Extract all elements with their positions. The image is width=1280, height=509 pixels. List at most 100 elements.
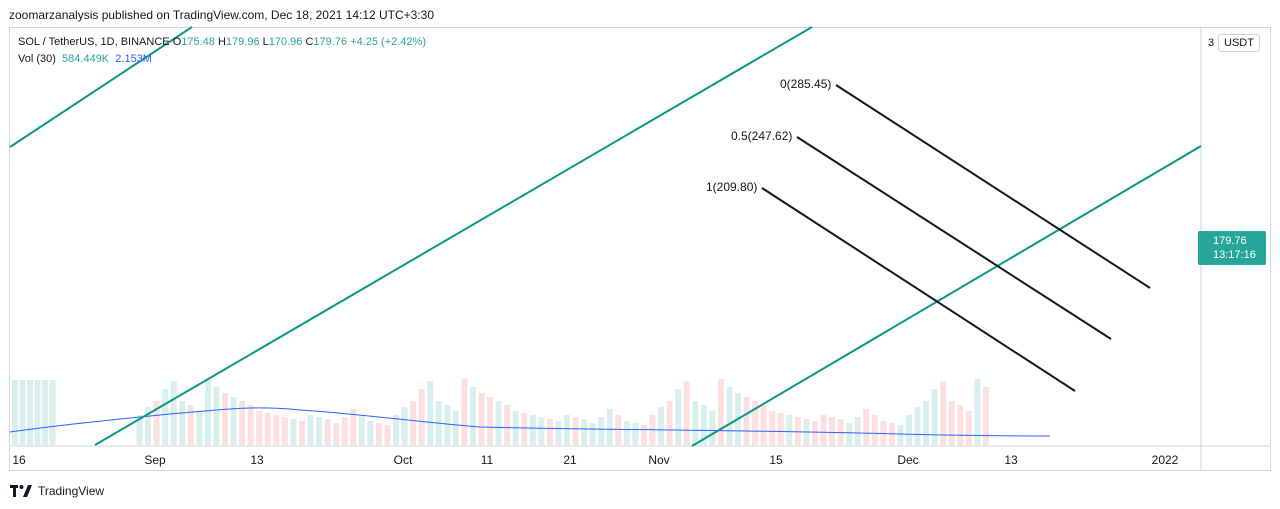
- fib-channel-line[interactable]: [835, 84, 1151, 289]
- volume-bar: [281, 417, 288, 445]
- volume-bar: [487, 397, 494, 445]
- low-value: 170.96: [268, 36, 303, 48]
- volume-bar: [880, 421, 887, 445]
- volume-ma-line: [9, 407, 1051, 437]
- volume-bar: [752, 401, 759, 445]
- volume-bar: [350, 409, 357, 445]
- volume-bar: [572, 417, 579, 445]
- volume-bar: [427, 381, 434, 445]
- volume-bar: [49, 380, 56, 445]
- current-price: 179.76: [1213, 235, 1247, 247]
- volume-bar: [871, 415, 878, 445]
- volume-bar: [598, 417, 605, 445]
- volume-bar: [136, 415, 143, 445]
- tradingview-footer[interactable]: TradingView: [10, 484, 104, 498]
- volume-bar: [743, 397, 750, 445]
- tradingview-logo-icon: [10, 485, 32, 497]
- volume-bar: [179, 401, 186, 445]
- volume-bar: [375, 423, 382, 445]
- current-price-badge: 179.76 13:17:16: [1198, 231, 1266, 265]
- volume-bar: [931, 389, 938, 445]
- volume-bar: [923, 401, 930, 445]
- trend-channel-line[interactable]: [9, 26, 193, 148]
- fib-channel-line[interactable]: [796, 136, 1112, 340]
- time-tick-label: Dec: [897, 453, 918, 467]
- volume-bar: [726, 387, 733, 445]
- fib-level-label: 1(209.80): [706, 180, 757, 194]
- volume-bar: [12, 380, 18, 445]
- trend-channel-line[interactable]: [94, 26, 813, 446]
- volume-bar: [965, 411, 972, 445]
- volume-ma-value: 2.153M: [115, 53, 152, 65]
- volume-bar: [564, 415, 570, 445]
- volume-bar: [153, 401, 160, 445]
- fib-channel-line[interactable]: [761, 187, 1076, 392]
- volume-bar: [546, 419, 553, 445]
- drawing-lines: [9, 26, 1202, 447]
- volume-bar: [717, 379, 724, 445]
- change-value: +4.25 (+2.42%): [350, 36, 426, 48]
- volume-bar: [709, 411, 716, 445]
- volume-bar: [444, 405, 451, 445]
- volume-bar: [897, 425, 904, 445]
- time-tick-label: 11: [481, 453, 494, 467]
- time-tick-label: 21: [563, 453, 577, 467]
- volume-bar: [418, 389, 425, 445]
- volume-bar: [529, 415, 536, 445]
- volume-bar: [794, 417, 801, 445]
- trend-channel-line[interactable]: [691, 145, 1202, 447]
- volume-bar: [829, 417, 836, 445]
- volume-bar: [19, 380, 26, 445]
- volume-bar: [333, 423, 340, 445]
- symbol-name[interactable]: SOL / TetherUS, 1D, BINANCE: [18, 36, 170, 48]
- time-tick-label: Sep: [144, 453, 166, 467]
- volume-bar: [982, 387, 989, 445]
- fib-level-label: 0.5(247.62): [731, 129, 792, 143]
- volume-bar: [623, 421, 630, 445]
- volume-bar: [957, 405, 964, 445]
- volume-bar: [410, 401, 417, 445]
- volume-bar: [786, 415, 793, 445]
- volume-bar: [504, 405, 511, 445]
- volume-bar: [495, 401, 502, 445]
- high-label: H: [217, 36, 226, 48]
- volume-bar: [273, 415, 280, 445]
- volume-bar: [27, 380, 33, 445]
- volume-bar: [846, 423, 853, 445]
- volume-bar: [521, 413, 528, 445]
- low-label: L: [262, 36, 269, 48]
- volume-bar: [658, 407, 665, 445]
- volume-bar: [222, 393, 228, 445]
- high-value: 179.96: [225, 36, 260, 48]
- volume-bar: [589, 423, 596, 445]
- volume-bar: [213, 387, 220, 445]
- time-axis[interactable]: 16 Sep 13 Oct 11 21 Nov 15 Dec 13 2022: [12, 453, 1178, 467]
- volume-bar: [461, 379, 468, 445]
- volume-bar: [854, 417, 861, 445]
- volume-bar: [940, 381, 947, 445]
- currency-button[interactable]: USDT: [1218, 34, 1260, 52]
- volume-bar: [606, 409, 613, 445]
- volume-bar: [615, 415, 622, 445]
- volume-bar: [948, 401, 955, 445]
- volume-bar: [42, 380, 48, 445]
- volume-bar: [469, 387, 476, 445]
- volume-bar: [204, 379, 211, 445]
- time-tick-label: 2022: [1152, 453, 1179, 467]
- volume-bars: [9, 379, 1051, 445]
- volume-bar: [247, 405, 254, 445]
- volume-bar: [384, 425, 391, 445]
- volume-bar: [264, 413, 271, 445]
- chart-frame[interactable]: [9, 27, 1271, 471]
- volume-label[interactable]: Vol (30): [18, 53, 56, 65]
- volume-bar: [675, 389, 682, 445]
- close-value: 179.76: [313, 36, 348, 48]
- volume-bar: [316, 417, 323, 445]
- volume-bar: [777, 413, 784, 445]
- volume-bar: [307, 415, 314, 445]
- volume-bar: [666, 401, 673, 445]
- volume-bar: [478, 393, 485, 445]
- volume-bar: [196, 411, 203, 445]
- fib-level-label: 0(285.45): [780, 77, 831, 91]
